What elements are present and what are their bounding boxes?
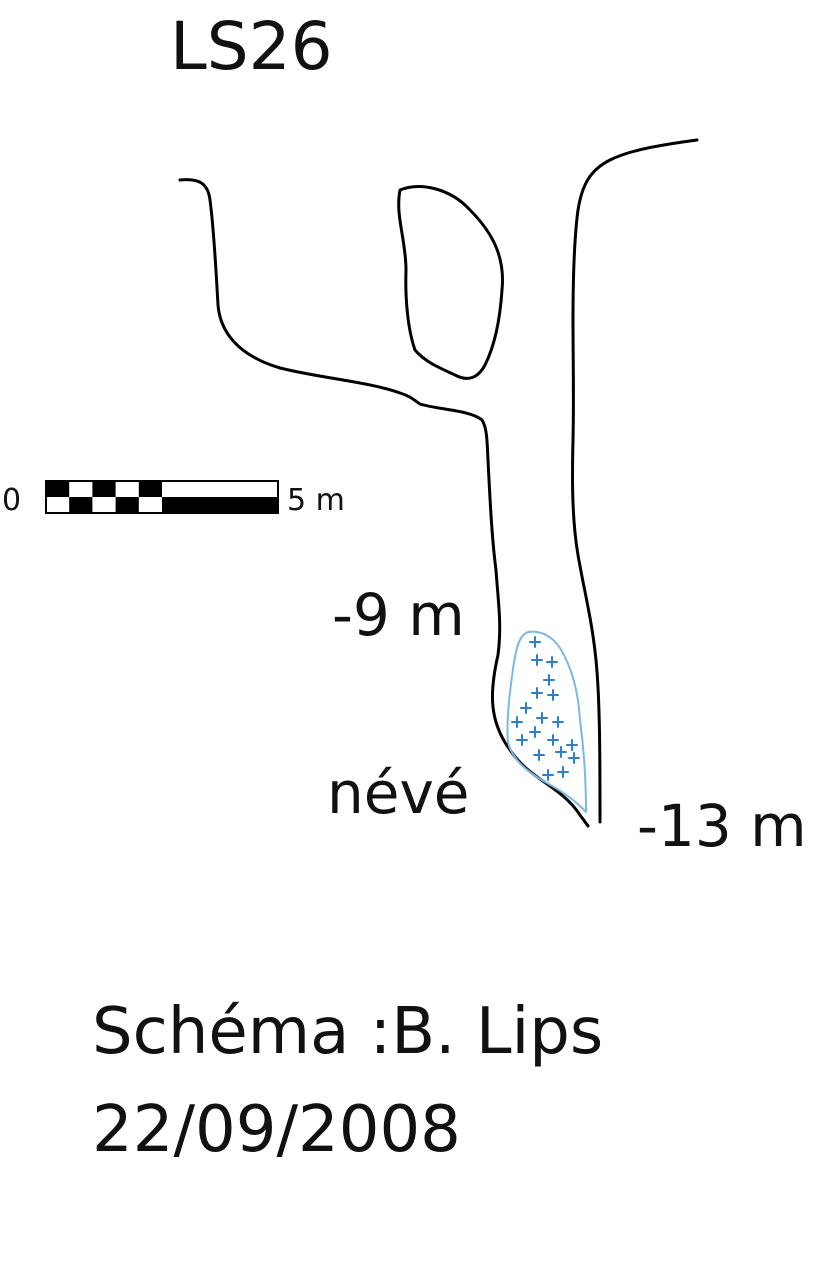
scale-cell (138, 481, 162, 497)
scale-cell (46, 481, 70, 497)
rock-pillar-outline (397, 185, 505, 380)
snow-label: névé (327, 759, 470, 827)
scale-start-label: 0 (2, 483, 22, 518)
scale-cell (69, 497, 93, 513)
snow-cross (529, 726, 541, 738)
snow-cross (566, 739, 578, 751)
snow-cross (546, 656, 558, 668)
snow-cross (552, 716, 564, 728)
snow-cross (547, 734, 559, 746)
depth-label-upper: -9 m (332, 581, 465, 649)
cave-title: LS26 (170, 8, 333, 85)
snow-deposit-outline (506, 630, 587, 813)
snow-cross (543, 674, 555, 686)
scale-cell (92, 481, 116, 497)
snow-cross (533, 749, 545, 761)
right-wall-line (571, 138, 699, 824)
scale-bar (45, 480, 279, 514)
snow-cross (516, 734, 528, 746)
left-wall-line (178, 178, 590, 828)
snow-cross (520, 702, 532, 714)
snow-cross (542, 769, 554, 781)
snow-cross (568, 752, 580, 764)
snow-cross (555, 746, 567, 758)
snow-cross (547, 689, 559, 701)
survey-date: 22/09/2008 (92, 1093, 461, 1167)
snow-cross (529, 636, 541, 648)
snow-cross-pattern (511, 636, 580, 781)
scale-cell (115, 497, 139, 513)
snow-cross (557, 766, 569, 778)
snow-cross (531, 654, 543, 666)
scale-end-label: 5 m (287, 483, 345, 518)
author-credit: Schéma :B. Lips (92, 995, 604, 1069)
scale-cell-solid (162, 497, 278, 513)
depth-label-lower: -13 m (637, 792, 807, 860)
snow-cross (511, 716, 523, 728)
snow-cross (536, 712, 548, 724)
snow-cross (531, 687, 543, 699)
